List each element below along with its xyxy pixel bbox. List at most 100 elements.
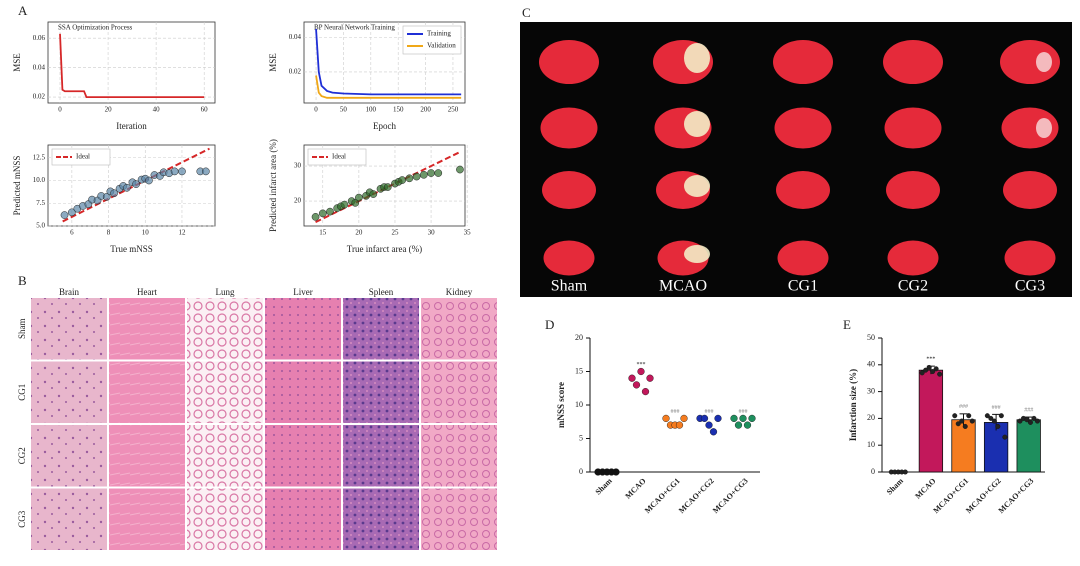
- y-axis-label: MSE: [12, 53, 22, 72]
- scatter-point: [326, 207, 334, 216]
- scatter-point: [132, 180, 140, 188]
- tissue-image: [31, 361, 107, 423]
- panel-label: E: [843, 317, 851, 332]
- brain-slice: [883, 40, 943, 84]
- x-tick-label: 20: [355, 229, 363, 237]
- brain-slice: [540, 107, 598, 149]
- brain-slice: [773, 40, 833, 84]
- x-tick-label: MCAO: [623, 476, 647, 500]
- tissue-image: [187, 361, 263, 423]
- x-tick-label: 8: [107, 229, 111, 237]
- infarct-area: [684, 43, 710, 73]
- data-point: [930, 369, 936, 375]
- y-tick-label: 30: [294, 162, 302, 170]
- x-tick-label: MCAO+CG2: [677, 476, 716, 515]
- scatter-point: [369, 190, 378, 198]
- x-tick-label: 150: [393, 106, 404, 114]
- y-tick-label: 7.5: [36, 199, 45, 207]
- data-point: [1002, 434, 1008, 440]
- data-point: [714, 414, 722, 423]
- scatter-point: [201, 167, 210, 176]
- series-line: [315, 75, 462, 99]
- infarct-area: [684, 175, 710, 197]
- x-tick-label: MCAO+CG3: [997, 476, 1036, 515]
- y-axis-label: Predicted infarct area (%): [268, 139, 278, 232]
- scatter-point: [311, 213, 320, 221]
- tissue-image: [187, 488, 263, 550]
- significance-mark: ***: [637, 362, 646, 368]
- column-label: Lung: [216, 287, 235, 297]
- brain-slice: [887, 240, 939, 276]
- scatter-point: [110, 189, 118, 198]
- x-tick-label: 35: [464, 229, 472, 237]
- scatter-point: [398, 176, 407, 184]
- y-tick-label: 5.0: [36, 222, 45, 230]
- scatter-point: [434, 169, 443, 177]
- brain-slice: [884, 107, 942, 149]
- scatter-point: [318, 209, 327, 218]
- data-point: [959, 418, 965, 424]
- series-line: [315, 28, 462, 96]
- data-point: [705, 421, 713, 429]
- data-point: [680, 414, 688, 423]
- y-tick-label: 0: [579, 467, 583, 476]
- scatter-point: [145, 176, 153, 185]
- x-tick-label: 6: [70, 229, 74, 237]
- x-tick-label: Sham: [594, 476, 614, 496]
- x-tick-label: Sham: [885, 476, 905, 496]
- scatter-point: [123, 183, 131, 192]
- data-point: [902, 469, 908, 475]
- legend-label: Ideal: [76, 153, 90, 161]
- y-tick-label: 30: [867, 386, 875, 395]
- x-tick-label: 20: [105, 106, 113, 114]
- brain-slice: [1000, 40, 1060, 84]
- tissue-image: [109, 425, 185, 487]
- data-point: [1034, 418, 1040, 424]
- scatter-point: [102, 193, 111, 201]
- tissue-image: [343, 425, 419, 487]
- data-point: [923, 367, 929, 373]
- x-tick-label: 15: [319, 229, 327, 237]
- legend-box: [51, 148, 111, 166]
- scatter-point: [383, 183, 392, 191]
- tissue-image: [187, 298, 263, 360]
- brain-slice: [776, 171, 830, 209]
- data-point: [919, 370, 925, 376]
- scatter-point: [170, 167, 179, 176]
- tissue-image: [265, 425, 341, 487]
- data-point: [739, 414, 747, 423]
- y-axis-label: Infarction size (%): [848, 369, 858, 441]
- data-point: [995, 423, 1001, 429]
- y-tick-label: 15: [575, 366, 583, 375]
- column-label: Kidney: [446, 287, 473, 297]
- data-point: [628, 374, 636, 382]
- y-axis-label: mNSS score: [556, 382, 566, 428]
- column-label: Spleen: [369, 287, 394, 297]
- data-point: [984, 413, 990, 419]
- data-point: [662, 414, 670, 423]
- scatter-point: [405, 174, 414, 183]
- brain-slice: [774, 107, 832, 149]
- x-tick-label: 50: [340, 106, 348, 114]
- y-tick-label: 12.5: [33, 153, 46, 161]
- y-axis-label: MSE: [268, 53, 278, 72]
- scatter-point: [68, 208, 76, 217]
- scatter-point: [427, 169, 435, 177]
- legend-label: Validation: [427, 42, 456, 50]
- scatter-point: [456, 165, 464, 174]
- infarct-area: [1036, 52, 1052, 72]
- x-tick-label: 12: [178, 229, 186, 237]
- x-tick-label: 10: [142, 229, 150, 237]
- tissue-image: [343, 488, 419, 550]
- legend-box: [402, 25, 462, 55]
- significance-mark: ***: [926, 357, 935, 363]
- column-label: Liver: [293, 287, 313, 297]
- data-point: [998, 413, 1004, 419]
- y-tick-label: 10: [575, 400, 583, 409]
- y-tick-label: 20: [575, 333, 583, 342]
- y-tick-label: 5: [579, 433, 583, 442]
- bar: [918, 369, 944, 473]
- x-axis-label: Epoch: [373, 121, 396, 131]
- x-tick-label: 250: [448, 106, 459, 114]
